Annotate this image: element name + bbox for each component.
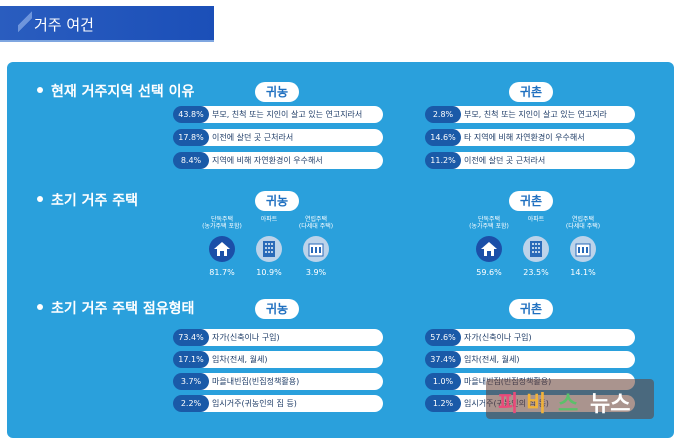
section1-title: 현재 거주지역 선택 이유	[37, 81, 194, 101]
row-house-icon	[570, 236, 596, 262]
list-item: 자가(신축이나 구입) 73.4%	[173, 329, 383, 346]
list-item: 임시거주(귀농인의 집 등) 2.2%	[173, 395, 383, 412]
list-item: 타 지역에 비해 자연환경이 우수해서 14.6%	[425, 129, 635, 146]
column-header-right: 귀촌	[509, 299, 553, 319]
column-header-left: 귀농	[255, 82, 299, 102]
header-title: 거주 여건	[34, 16, 94, 34]
apartment-icon	[523, 236, 549, 262]
list-item: 지역에 비해 자연환경이 우수해서 8.4%	[173, 152, 383, 169]
list-item: 자가(신축이나 구입) 57.6%	[425, 329, 635, 346]
bullet-icon	[37, 304, 43, 310]
list-item: 마을내빈집(빈집정책활용) 3.7%	[173, 373, 383, 390]
column-header-left: 귀농	[255, 299, 299, 319]
housing-type-detached: 단독주택 (농가주택 포함) 59.6%	[469, 216, 509, 277]
house-icon	[209, 236, 235, 262]
bullet-icon	[37, 87, 43, 93]
header-decoration	[18, 6, 32, 40]
infographic-panel: 현재 거주지역 선택 이유 귀농 귀촌 부모, 친척 또는 지인이 살고 있는 …	[7, 62, 674, 438]
list-item: 이전에 살던 곳 근처라서 17.8%	[173, 129, 383, 146]
list-item: 부모, 친척 또는 지인이 살고 있는 연고지라 2.8%	[425, 106, 635, 123]
housing-type-detached: 단독주택 (농가주택 포함) 81.7%	[202, 216, 242, 277]
bullet-icon	[37, 196, 43, 202]
section3-title: 초기 거주 주택 점유형태	[37, 298, 194, 318]
section2-title: 초기 거주 주택	[37, 190, 138, 210]
column-header-right: 귀촌	[509, 191, 553, 211]
housing-type-apartment: 아파트 10.9%	[256, 216, 282, 277]
housing-type-row-house: 연립주택 (다세대 주택) 3.9%	[298, 216, 334, 277]
column-header-right: 귀촌	[509, 82, 553, 102]
apartment-icon	[256, 236, 282, 262]
list-item: 부모, 친척 또는 지인이 살고 있는 연고지라서 43.8%	[173, 106, 383, 123]
watermark: 피 비 스 뉴스	[486, 379, 654, 419]
housing-type-apartment: 아파트 23.5%	[523, 216, 549, 277]
housing-type-row-house: 연립주택 (다세대 주택) 14.1%	[565, 216, 601, 277]
list-item: 임차(전세, 월세) 17.1%	[173, 351, 383, 368]
row-house-icon	[303, 236, 329, 262]
column-header-left: 귀농	[255, 191, 299, 211]
section-header: 거주 여건	[0, 6, 214, 42]
list-item: 이전에 살던 곳 근처라서 11.2%	[425, 152, 635, 169]
list-item: 임차(전세, 월세) 37.4%	[425, 351, 635, 368]
house-icon	[476, 236, 502, 262]
